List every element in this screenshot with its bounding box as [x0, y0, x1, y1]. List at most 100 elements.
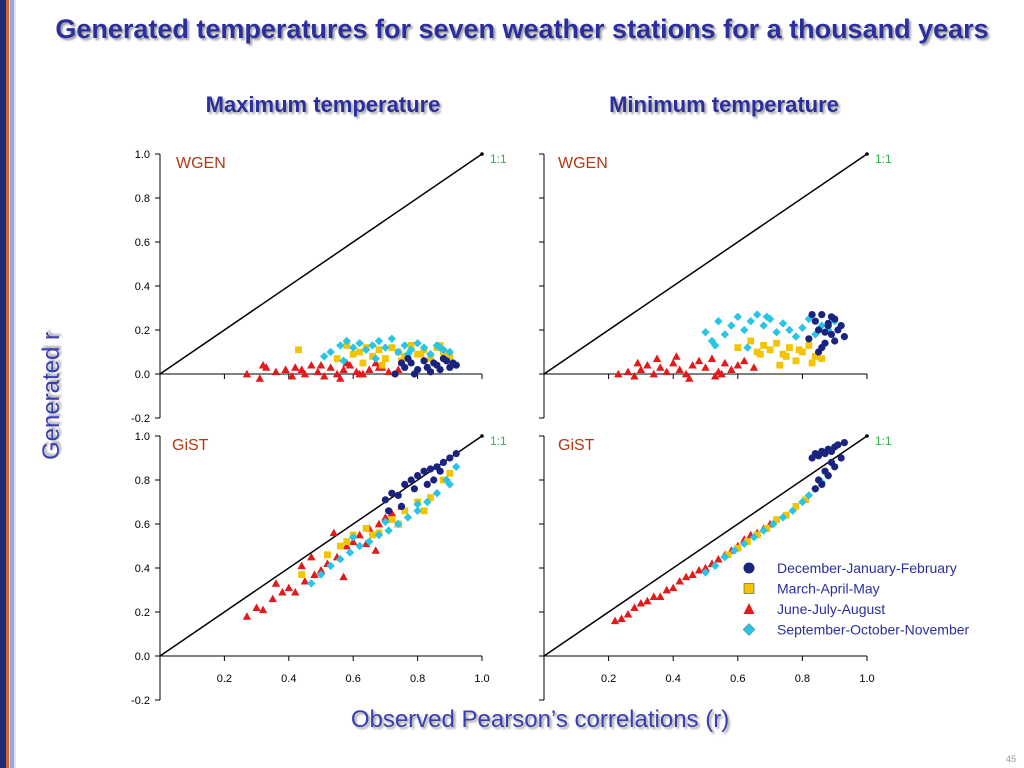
panel-2-point-march — [805, 342, 813, 349]
panel-1-point-september — [342, 336, 351, 346]
panel-4-point-december — [840, 439, 848, 447]
panel-4-point-june — [643, 596, 652, 605]
panel-1-point-june — [365, 365, 374, 373]
panel-2-point-june — [675, 365, 684, 373]
panel-1-point-december — [410, 370, 418, 378]
panel-4-point-september — [749, 533, 759, 542]
panel-4-point-june — [675, 577, 684, 585]
panel-1-point-june — [307, 361, 316, 369]
panel-1-point-june — [255, 374, 265, 382]
panel-3-point-march — [324, 551, 331, 559]
panel-2-point-september — [714, 317, 723, 326]
panel-2-point-march — [747, 337, 755, 345]
panel-4-point-september — [778, 513, 788, 522]
panel-1-point-june — [336, 374, 345, 382]
panel-4-one-to-one-line — [543, 435, 868, 657]
panel-3-point-september — [452, 462, 461, 471]
panel-4-point-june — [662, 585, 671, 594]
panel-3-point-june — [374, 519, 384, 528]
panel-3-one-to-one-endpoint — [480, 434, 484, 438]
panel-1-point-june — [242, 369, 252, 378]
panel-3-point-june — [387, 508, 397, 517]
panel-2-point-march — [792, 357, 800, 365]
panel-2-point-june — [643, 361, 652, 369]
panel-3-point-june — [310, 570, 319, 578]
panel-4-x-tick-label: 0.8 — [795, 673, 810, 685]
panel-4-point-september — [788, 506, 797, 515]
panel-1-point-september — [339, 356, 348, 365]
panel-3-point-march — [446, 470, 454, 477]
panel-2-point-september — [720, 330, 730, 339]
panel-2-point-june — [672, 352, 681, 360]
panel-3-point-december — [401, 480, 409, 488]
panel-2-point-june — [749, 363, 759, 371]
legend-marker-diamond — [742, 623, 756, 636]
panel-4-point-march — [744, 538, 751, 545]
panel-1-point-june — [300, 369, 310, 378]
slide-edge-orange — [6, 0, 9, 768]
legend-label: September-October-November — [777, 622, 970, 638]
panel-1-point-june — [326, 363, 335, 371]
panel-3-point-december — [394, 491, 402, 499]
panel-2-point-march — [734, 344, 742, 351]
panel-1-point-june — [332, 369, 342, 378]
panel-1-point-december — [420, 357, 428, 365]
panel-2-point-december — [840, 333, 848, 341]
panel-2-point-march — [760, 342, 768, 349]
panel-2-point-september — [727, 321, 736, 330]
panel-2-point-december — [831, 337, 839, 345]
panel-3-point-september — [432, 489, 442, 498]
panel-2-point-december — [811, 317, 819, 325]
panel-1-point-june — [291, 363, 300, 371]
panel-3-point-june — [339, 572, 348, 581]
panel-1-point-june — [320, 372, 329, 380]
panel-2-one-to-one-line — [543, 153, 868, 375]
panel-1-point-march — [333, 355, 341, 362]
panel-4-point-march — [782, 511, 790, 519]
panel-1-one-to-one-line — [159, 153, 483, 375]
panel-4-point-june — [610, 616, 620, 625]
panel-1-point-september — [349, 343, 358, 352]
panel-2-point-march — [786, 344, 793, 351]
panel-1-point-march — [407, 342, 415, 349]
panel-3-point-june — [316, 566, 326, 574]
panel-2-point-september — [733, 312, 742, 321]
panel-2-point-june — [685, 374, 694, 382]
panel-3-point-september — [413, 500, 422, 509]
panel-2-point-september — [710, 341, 720, 350]
panel-3-one-to-one-line — [159, 435, 483, 657]
panel-1-point-june — [342, 358, 351, 367]
panel-4-point-september — [769, 519, 778, 529]
panel-3-point-september — [307, 579, 316, 588]
panel-1-point-june — [313, 367, 322, 376]
panel-1-point-december — [452, 361, 460, 369]
panel-1-point-march — [343, 342, 351, 349]
panel-4-point-september — [710, 561, 720, 570]
panel-4-point-december — [824, 472, 832, 480]
panel-3-point-september — [403, 513, 413, 522]
panel-3-point-december — [407, 476, 415, 484]
panel-2-point-june — [662, 367, 671, 376]
slide-edge-white — [14, 0, 16, 768]
panel-1-one-to-one-endpoint — [480, 152, 484, 156]
panel-2-point-december — [821, 328, 829, 336]
panel-2-point-december — [818, 311, 826, 319]
panel-2-point-september — [743, 343, 752, 352]
panel-3-point-december — [423, 480, 431, 488]
panel-3-point-december — [410, 485, 418, 493]
panel-3-point-march — [420, 507, 428, 515]
panel-3-x-tick-label: 0.8 — [410, 673, 425, 685]
panel-4-point-march — [753, 531, 761, 539]
panel-3-y-tick-label: 0.2 — [135, 607, 150, 619]
panel-4-x-tick-label: 0.2 — [601, 673, 616, 685]
panel-2-one-to-one-endpoint — [865, 152, 869, 156]
panel-2-point-december — [824, 319, 832, 327]
panel-1-point-march — [446, 353, 454, 360]
panel-1-point-december — [442, 357, 451, 365]
panel-1-y-tick-label: -0.2 — [131, 413, 150, 425]
panel-3-point-december — [397, 502, 406, 510]
panel-3-x-tick-label: 0.2 — [217, 673, 232, 685]
panel-4-point-june — [714, 555, 723, 563]
panel-4-one-to-one-label: 1:1 — [875, 434, 892, 448]
panel-2-point-june — [720, 358, 730, 367]
